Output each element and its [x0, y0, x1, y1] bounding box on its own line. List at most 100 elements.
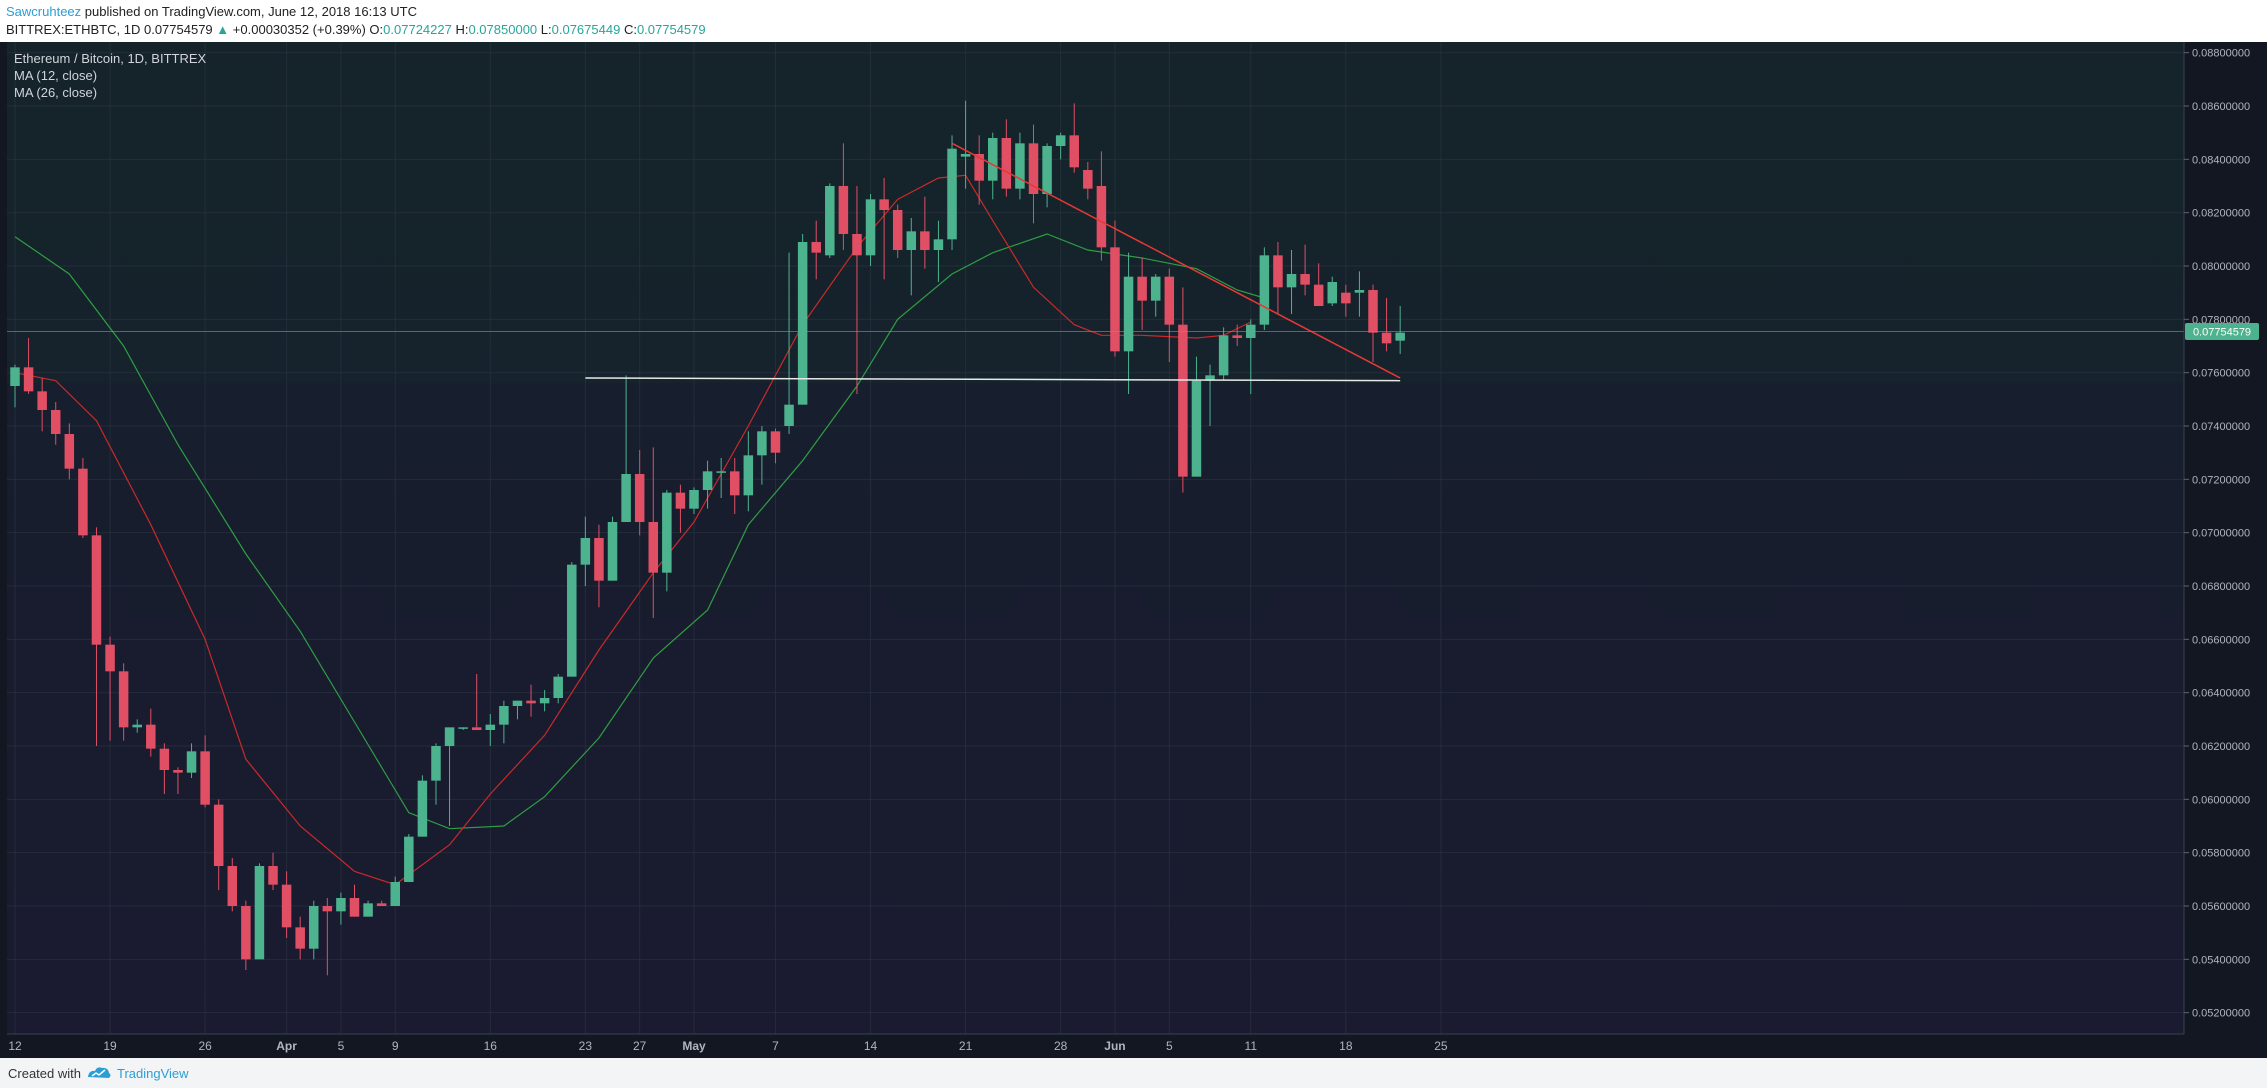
candle-up	[906, 231, 917, 250]
tradingview-logo-icon[interactable]	[86, 1063, 112, 1081]
candle-down	[1083, 170, 1093, 189]
time-axis-panel[interactable]	[0, 1034, 2267, 1058]
candle-down	[729, 471, 740, 496]
candle-down	[852, 234, 862, 256]
time-tick-label: 5	[338, 1039, 345, 1053]
legend-ma26[interactable]: MA (26, close)	[14, 85, 97, 100]
candle-down	[594, 538, 604, 581]
open-label: O:	[369, 22, 384, 37]
candle-up	[580, 538, 591, 565]
candle-down	[241, 906, 251, 960]
candle-down	[1381, 332, 1392, 344]
last-price-label: 0.07754579	[2185, 322, 2259, 340]
candle-down	[1137, 276, 1147, 301]
candle-down	[1368, 290, 1378, 333]
candle-down	[118, 671, 129, 728]
candle-down	[892, 210, 903, 250]
ohlc-info: BITTREX:ETHBTC, 1D 0.07754579 ▲ +0.00030…	[6, 22, 706, 37]
candle-down	[1300, 274, 1310, 285]
ma12-layer	[14, 174, 1252, 886]
price-tick-label: 0.07400000	[2192, 421, 2250, 433]
time-axis: 12 19 26 Apr 5 9 16 23 27 May 7 14 21 28 Jun 5 11 18 25	[8, 1039, 1448, 1053]
candle-up	[132, 724, 142, 728]
candle-down	[78, 468, 88, 536]
candle-up	[336, 898, 346, 912]
time-tick-label: 11	[1245, 1039, 1258, 1053]
candle-down	[1273, 255, 1283, 288]
support-line	[585, 377, 1401, 382]
candle-up	[947, 148, 957, 240]
candle-up	[431, 746, 441, 781]
last-price-text: 0.07754579	[2193, 326, 2251, 338]
time-tick-label: 23	[579, 1039, 593, 1053]
candle-down	[376, 903, 387, 906]
price-chart[interactable]: 0.08800000 0.08600000 0.08400000 0.08200000…	[0, 42, 2267, 1058]
candle-up	[404, 836, 414, 882]
candle-down	[1178, 324, 1188, 477]
candle-up	[689, 490, 699, 509]
candle-up	[363, 903, 373, 917]
open-value: 0.07724227	[383, 22, 452, 37]
candle-down	[879, 199, 889, 210]
candle-up	[784, 404, 794, 426]
time-tick-label: 5	[1166, 1039, 1173, 1053]
candle-down	[1110, 247, 1120, 352]
footer: Created with TradingView	[0, 1058, 2267, 1088]
drawings[interactable]	[585, 142, 1401, 382]
time-tick-label: May	[682, 1039, 706, 1053]
candle-up	[1218, 335, 1229, 376]
candle-up	[512, 700, 523, 706]
price-change: +0.00030352 (+0.39%)	[232, 22, 366, 37]
candle-down	[91, 535, 102, 645]
up-arrow-icon: ▲	[216, 22, 230, 37]
candle-down	[37, 391, 47, 410]
price-value: 0.07754579	[143, 22, 213, 37]
candle-down	[471, 727, 482, 730]
candle-up	[417, 780, 428, 837]
candle-down	[64, 434, 75, 469]
candle-up	[485, 724, 496, 730]
ma26-layer	[14, 233, 1265, 830]
candle-up	[1191, 380, 1202, 477]
candle-up	[458, 727, 468, 729]
candle-down	[227, 866, 238, 906]
candle-up	[1327, 282, 1338, 304]
ma26-line	[14, 233, 1265, 830]
candle-down	[159, 748, 170, 770]
candle-up	[1055, 135, 1066, 146]
candle-up	[743, 455, 754, 496]
candle-up	[567, 564, 577, 677]
chart-legend[interactable]: Ethereum / Bitcoin, 1D, BITTREX MA (12, …	[14, 51, 207, 100]
ma12-line	[14, 174, 1252, 886]
legend-ma12[interactable]: MA (12, close)	[14, 68, 97, 83]
time-tick-label: Apr	[276, 1039, 297, 1053]
candle-up	[1259, 255, 1270, 325]
candle-up	[1354, 290, 1365, 293]
tradingview-link[interactable]: TradingView	[117, 1066, 189, 1081]
chart-header: Sawcruhteez published on TradingView.com…	[0, 0, 2267, 42]
price-tick-label: 0.05400000	[2192, 954, 2250, 966]
candle-down	[1001, 138, 1012, 189]
price-tick-label: 0.08000000	[2192, 261, 2250, 273]
symbol-label: BITTREX:ETHBTC, 1D	[6, 22, 141, 37]
price-axis-panel[interactable]	[2184, 42, 2267, 1034]
candle-up	[1395, 332, 1405, 341]
candle-up	[186, 751, 197, 773]
candle-down	[1069, 135, 1079, 168]
time-tick-label: 28	[1054, 1039, 1068, 1053]
candle-up	[1015, 143, 1025, 189]
price-tick-label: 0.06400000	[2192, 688, 2250, 700]
candle-up	[1123, 276, 1134, 352]
time-tick-label: 26	[198, 1039, 212, 1053]
candle-down	[974, 154, 984, 181]
candle-up	[933, 239, 944, 250]
candle-up	[607, 522, 618, 581]
price-tick-label: 0.06600000	[2192, 634, 2250, 646]
author-link[interactable]: Sawcruhteez	[6, 4, 82, 19]
close-value: 0.07754579	[636, 22, 706, 37]
time-tick-label: Jun	[1104, 1039, 1125, 1053]
candle-up	[309, 906, 319, 949]
time-tick-label: 19	[103, 1039, 117, 1053]
candle-up	[662, 492, 672, 573]
time-tick-label: 12	[8, 1039, 22, 1053]
